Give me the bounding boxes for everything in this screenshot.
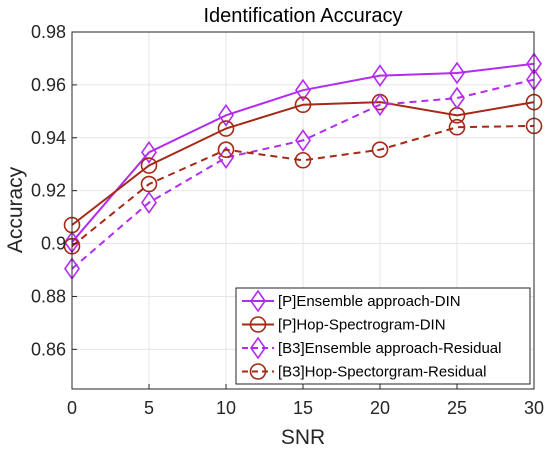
- legend-entry: [B3]Hop-Spectorgram-Residual: [242, 363, 486, 381]
- data-point: [141, 140, 157, 164]
- data-point: [218, 103, 234, 127]
- legend-label: [P]Hop-Spectrogram-DIN: [278, 317, 446, 334]
- data-point: [218, 146, 234, 170]
- legend-box: [235, 287, 531, 385]
- data-point: [294, 96, 312, 114]
- legend-label: [B3]Hop-Spectorgram-Residual: [278, 364, 486, 381]
- series-line: [71, 78, 535, 270]
- data-point: [217, 120, 235, 137]
- x-axis-label: SNR: [281, 426, 325, 449]
- series-line: [71, 124, 535, 247]
- legend-marker: [249, 363, 267, 380]
- x-tick-label: 15: [293, 398, 313, 418]
- series-line: [71, 62, 535, 243]
- x-tick-label: 10: [216, 398, 236, 418]
- x-tick-label: 0: [67, 398, 77, 418]
- legend-entry: [P]Ensemble approach-DIN: [242, 289, 461, 313]
- y-axis-label: Accuracy: [4, 166, 27, 253]
- legend: [P]Ensemble approach-DIN [P]Hop-Spectrogr…: [235, 287, 531, 385]
- legend-entry: [B3]Ensemble approach-Residual: [242, 336, 501, 360]
- y-tick-label: 0.86: [31, 339, 66, 359]
- data-point: [295, 129, 311, 152]
- x-tick-label: 25: [447, 398, 467, 418]
- data-point: [372, 64, 388, 88]
- y-tick-label: 0.88: [31, 286, 66, 306]
- legend-marker: [249, 316, 267, 333]
- data-point: [448, 118, 466, 136]
- data-point: [449, 61, 465, 85]
- chart-title: Identification Accuracy: [204, 5, 403, 27]
- data-point: [140, 157, 158, 174]
- series-line: [71, 101, 535, 226]
- legend-marker: [250, 289, 266, 313]
- legend-label: [B3]Ensemble approach-Residual: [278, 340, 501, 357]
- x-tick-label: 20: [370, 398, 390, 418]
- legend-entry: [P]Hop-Spectrogram-DIN: [242, 316, 446, 334]
- data-point: [140, 175, 158, 193]
- y-tick-label: 0.98: [31, 22, 66, 42]
- legend-marker: [250, 336, 266, 360]
- y-tick-label: 0.96: [31, 75, 66, 95]
- data-point: [371, 141, 389, 158]
- y-tick-label: 0.94: [31, 128, 66, 148]
- data-point: [372, 93, 388, 117]
- tick-labels: 0 5 10 15 20 25 30 0.86 0.88 0.9 0.92 0.94 0.96 0.98: [31, 22, 544, 418]
- data-point: [449, 86, 465, 110]
- x-tick-label: 30: [524, 398, 544, 418]
- y-tick-label: 0.92: [31, 181, 66, 201]
- data-point: [295, 78, 311, 102]
- x-tick-label: 5: [144, 398, 154, 418]
- y-tick-label: 0.9: [41, 234, 66, 254]
- legend-label: [P]Ensemble approach-DIN: [278, 293, 461, 310]
- data-point: [141, 191, 157, 214]
- data-point: [217, 141, 235, 158]
- data-point: [294, 151, 312, 169]
- series-layer: [63, 52, 543, 281]
